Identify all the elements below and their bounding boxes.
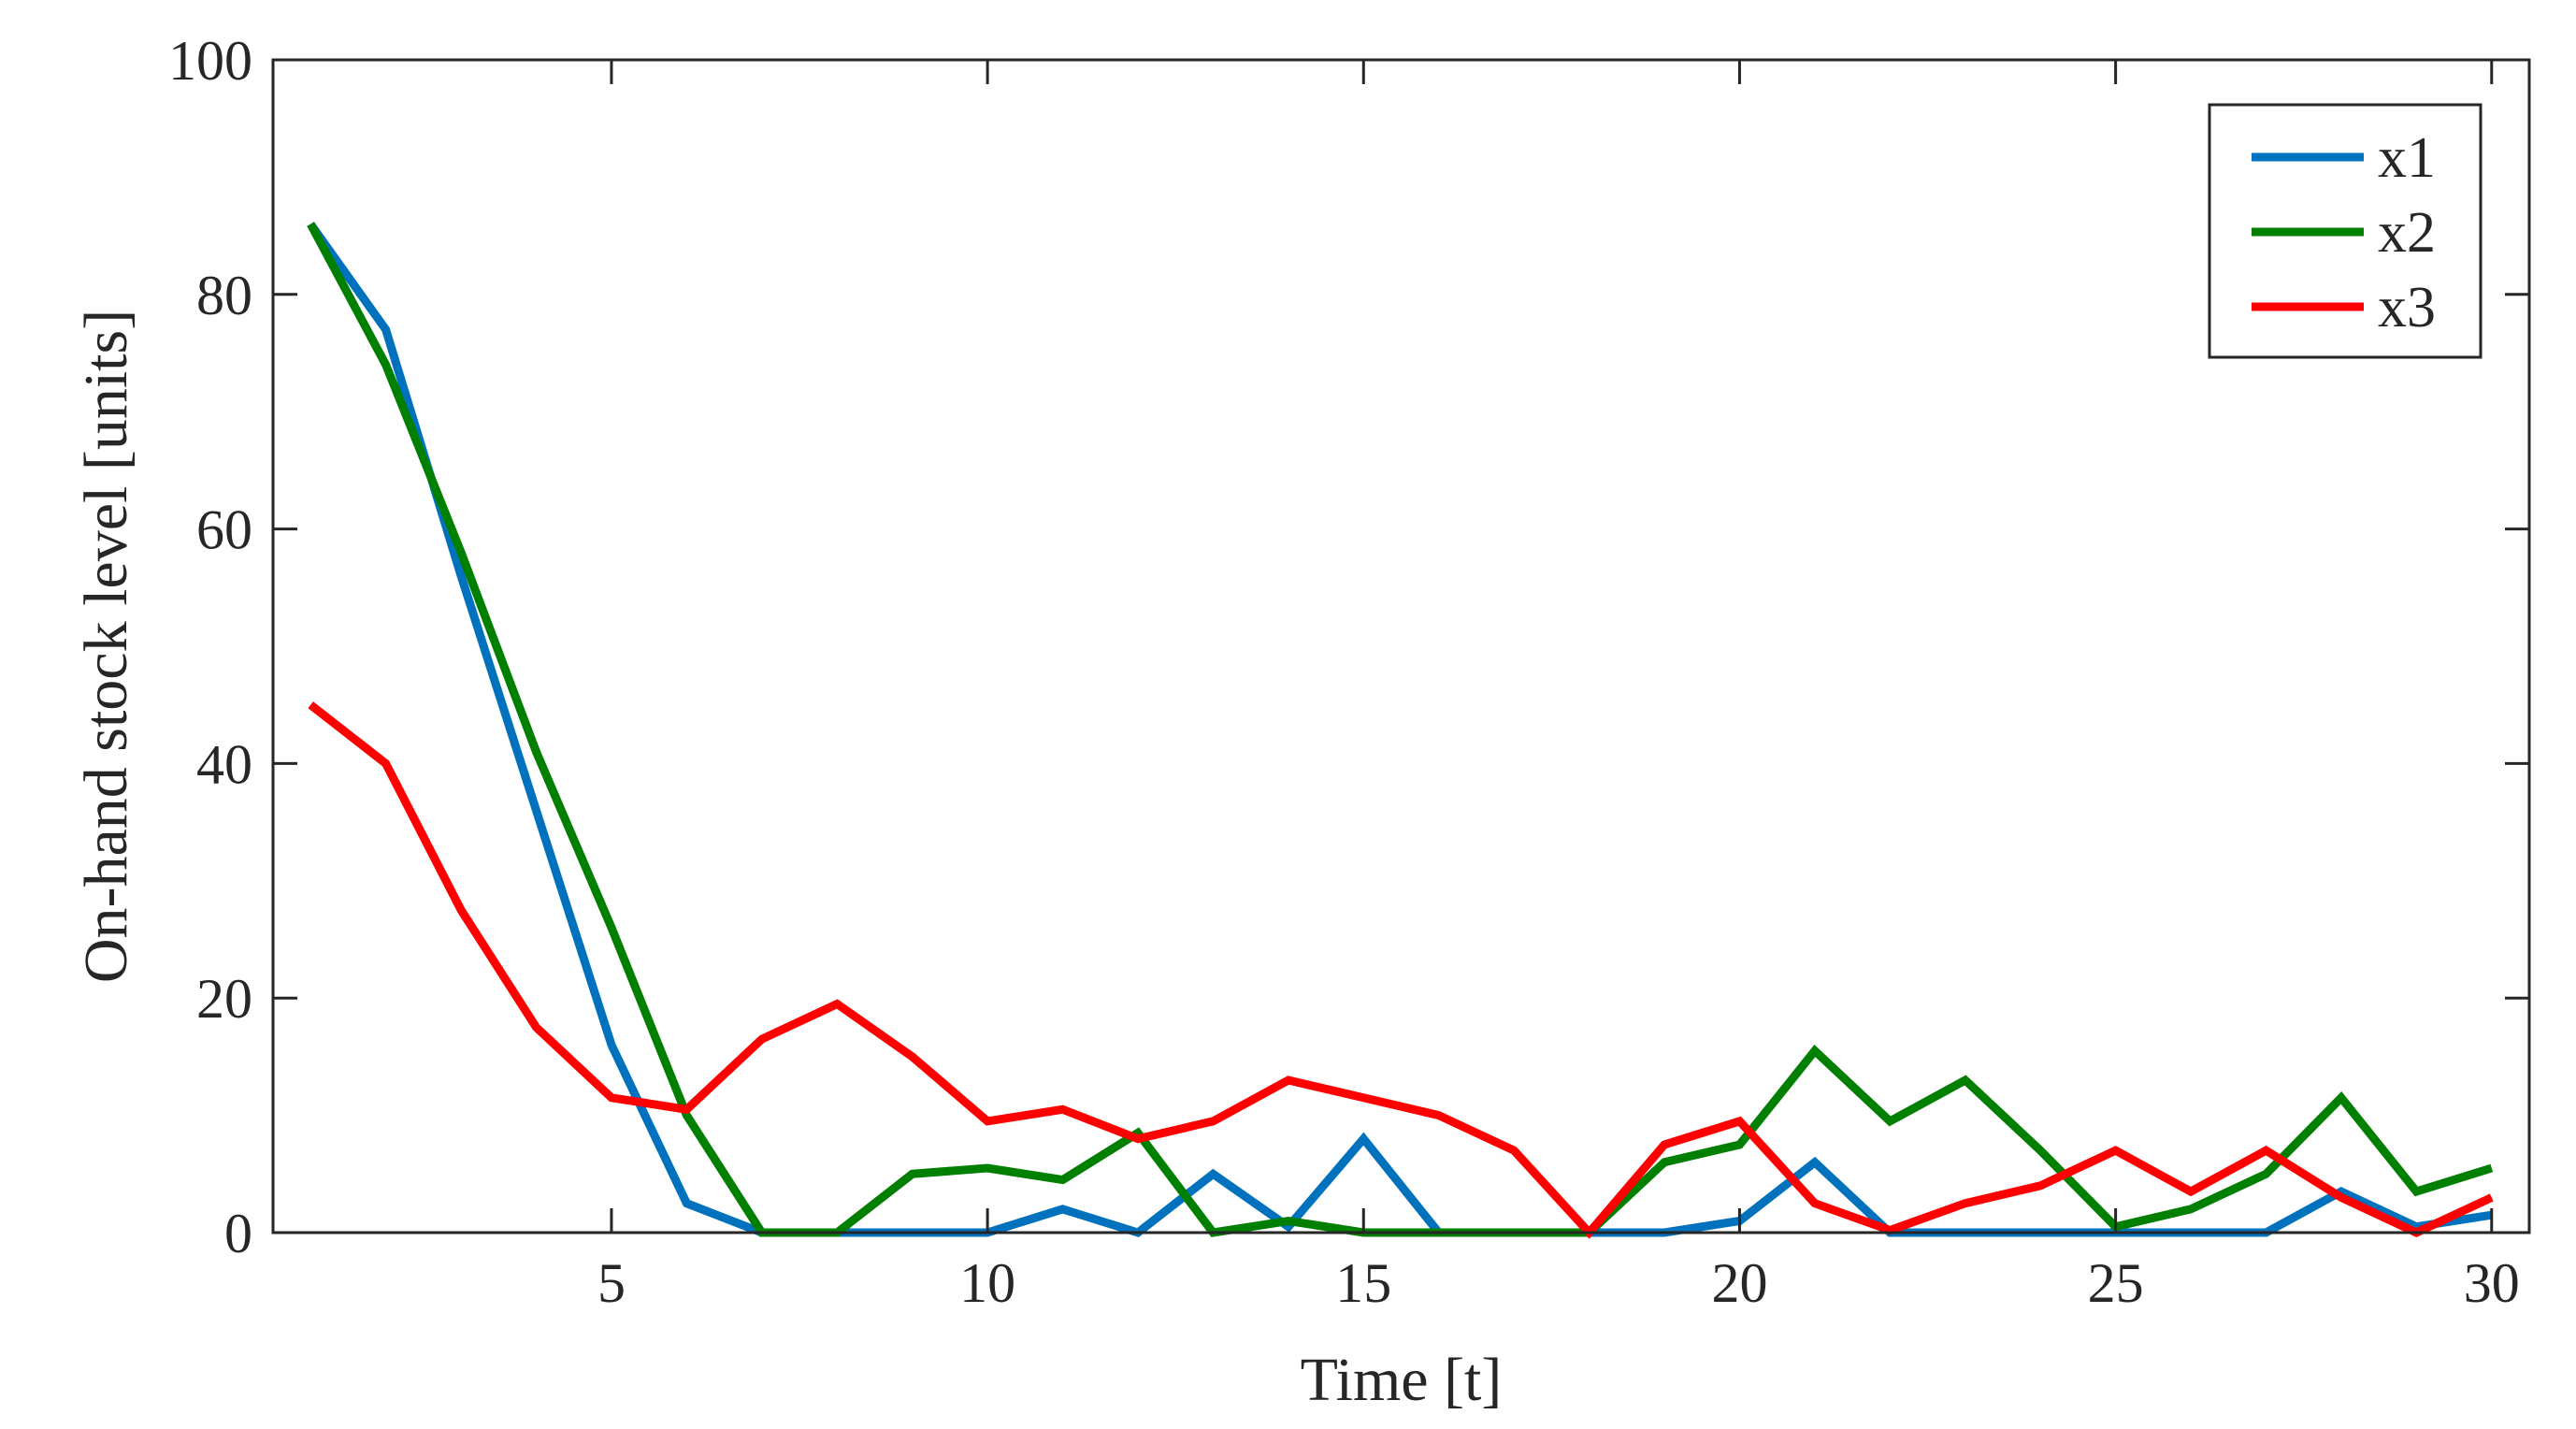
plot-area — [273, 60, 2529, 1233]
axes-box — [271, 58, 2531, 1234]
y-tick-label-80: 80 — [196, 265, 252, 326]
y-tick-label-100: 100 — [168, 30, 252, 92]
tick-layer: 5 10 15 20 25 30 0 20 40 60 80 100 — [168, 30, 2529, 1314]
y-axis-label: On-hand stock level [units] — [72, 310, 140, 983]
x-tick-label-30: 30 — [2464, 1252, 2520, 1314]
y-tick-label-60: 60 — [196, 499, 252, 561]
x-axis-label: Time [t] — [1301, 1346, 1503, 1414]
x-tick-label-15: 15 — [1335, 1252, 1391, 1314]
x-tick-label-10: 10 — [959, 1252, 1015, 1314]
legend-label-x2: x2 — [2378, 201, 2436, 265]
axes-layer — [271, 58, 2531, 1234]
y-tick-label-0: 0 — [224, 1203, 252, 1264]
x-tick-label-25: 25 — [2088, 1252, 2144, 1314]
y-tick-label-40: 40 — [196, 733, 252, 795]
plot-background — [273, 60, 2529, 1233]
legend-label-x3: x3 — [2378, 276, 2436, 339]
legend: x1 x2 x3 — [2208, 103, 2482, 359]
y-tick-label-20: 20 — [196, 968, 252, 1030]
x-tick-label-20: 20 — [1711, 1252, 1767, 1314]
legend-label-x1: x1 — [2378, 126, 2436, 190]
x-tick-label-5: 5 — [597, 1252, 626, 1314]
series-line-x3 — [308, 701, 2494, 1239]
